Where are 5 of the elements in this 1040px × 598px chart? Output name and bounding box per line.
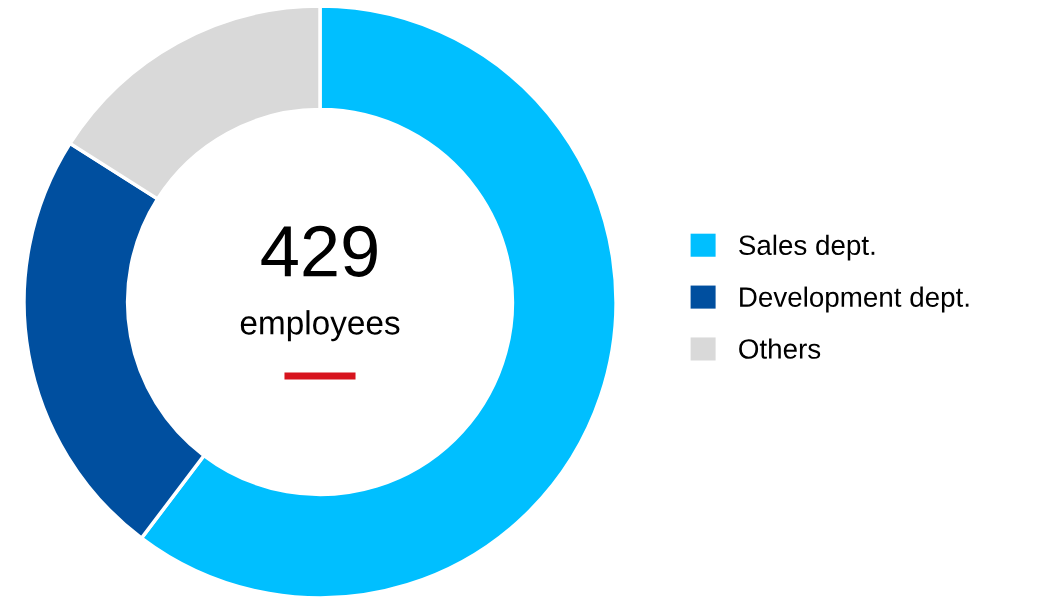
legend-label: Others [739, 338, 821, 359]
text: 429 [261, 225, 377, 277]
text: employees [240, 310, 400, 342]
legend-label: Development dept. [740, 286, 969, 313]
legend-label: Sales dept. [739, 234, 875, 261]
